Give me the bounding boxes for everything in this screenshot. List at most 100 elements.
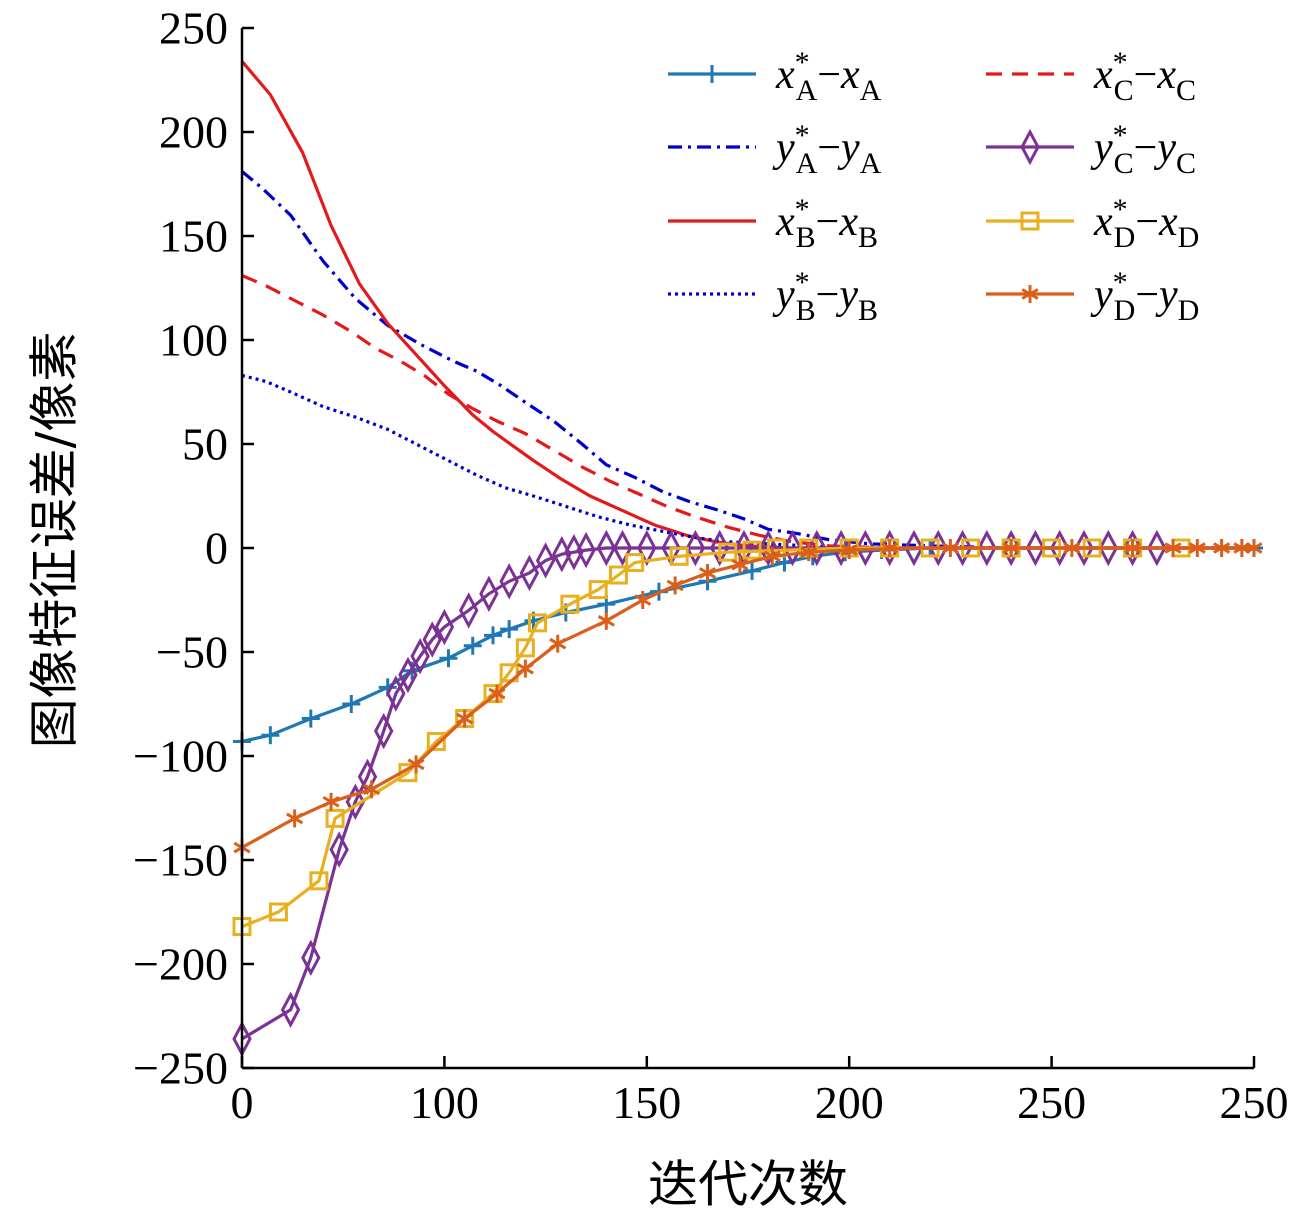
asterisk-marker <box>1188 539 1206 557</box>
diamond-marker <box>904 529 924 567</box>
asterisk-marker <box>286 809 304 828</box>
y-tick-label: −50 <box>156 627 228 678</box>
legend-entry: y* C−yC <box>986 119 1196 180</box>
square-marker <box>560 594 580 614</box>
diamond-marker <box>596 529 617 567</box>
asterisk-marker <box>800 543 818 562</box>
square-marker <box>625 553 645 573</box>
diamond-marker <box>831 529 851 567</box>
diamond-marker <box>535 542 556 579</box>
asterisk-marker <box>731 555 749 574</box>
diamond-marker <box>1122 529 1143 567</box>
plus-marker <box>463 636 482 655</box>
asterisk-marker <box>698 563 717 582</box>
square-marker <box>483 684 503 704</box>
diamond-marker <box>410 637 430 675</box>
diamond-marker <box>1020 128 1040 166</box>
diamond-marker <box>458 592 479 629</box>
legend-label: x* B−xB <box>775 193 878 254</box>
x-tick-label: 0 <box>231 1077 254 1128</box>
x-tick-label: 250 <box>1220 1077 1289 1128</box>
y-tick-label: −100 <box>133 731 228 782</box>
legend-entry: y* B−yB <box>668 266 878 327</box>
asterisk-marker <box>1164 539 1182 557</box>
asterisk-marker <box>881 539 899 557</box>
y-tick-label: 100 <box>159 315 228 366</box>
square-marker <box>325 808 345 828</box>
y-tick-label: 150 <box>159 211 228 262</box>
x-tick-label: 200 <box>815 1077 884 1128</box>
legend-entry: y* D−yD <box>986 266 1199 327</box>
diamond-marker <box>373 712 394 750</box>
legend-entry: x* C−xC <box>986 46 1196 107</box>
series-line <box>241 546 1254 1041</box>
square-marker <box>268 902 288 922</box>
x-tick-label: 100 <box>410 1077 479 1128</box>
plus-marker <box>743 561 762 580</box>
asterisk-marker <box>1002 539 1020 557</box>
diamond-marker <box>499 563 519 600</box>
square-marker <box>742 540 762 560</box>
legend-label: y* C−yC <box>1090 119 1196 180</box>
legend-label: y* B−yB <box>772 266 878 327</box>
square-marker <box>309 871 329 891</box>
asterisk-marker <box>549 634 567 653</box>
y-tick-label: 0 <box>205 523 228 574</box>
diamond-marker <box>1001 529 1021 567</box>
diamond-marker <box>855 529 876 567</box>
diamond-marker <box>685 529 706 567</box>
diamond-marker <box>807 529 827 567</box>
diamond-marker <box>301 939 321 976</box>
diamond-marker <box>519 554 540 592</box>
asterisk-marker <box>322 792 340 811</box>
series-line <box>241 546 1254 929</box>
square-marker <box>608 565 628 585</box>
legend-entry: x* B−xB <box>668 193 878 254</box>
asterisk-marker <box>407 755 425 774</box>
asterisk-marker <box>456 709 474 728</box>
series-6 <box>232 529 1254 1058</box>
x-tick-label: 250 <box>1017 1077 1086 1128</box>
asterisk-marker <box>516 659 534 678</box>
diamond-marker <box>329 831 349 868</box>
x-axis-title: 迭代次数 <box>648 1156 848 1214</box>
plus-marker <box>301 709 320 728</box>
diamond-marker <box>422 621 442 658</box>
diamond-marker <box>782 529 803 567</box>
asterisk-marker <box>597 611 615 630</box>
diamond-marker <box>758 529 778 567</box>
plus-marker <box>342 695 361 713</box>
series-4 <box>241 373 1254 550</box>
diamond-marker <box>1025 529 1046 567</box>
asterisk-marker <box>763 547 781 566</box>
asterisk-marker <box>840 541 858 560</box>
diamond-marker <box>576 531 596 569</box>
diamond-marker <box>637 529 657 567</box>
diamond-marker <box>479 575 499 612</box>
square-marker <box>515 638 535 658</box>
y-tick-label: −200 <box>133 939 228 990</box>
legend-label: x* A−xA <box>775 46 882 107</box>
y-tick-label: 200 <box>159 107 228 158</box>
legend-label: y* A−yA <box>772 119 882 180</box>
legend-label: y* D−yD <box>1090 266 1199 327</box>
diamond-marker <box>386 675 406 712</box>
diamond-marker <box>1098 529 1118 567</box>
plus-marker <box>703 65 721 83</box>
x-tick-label: 150 <box>612 1077 681 1128</box>
diamond-marker <box>977 529 997 567</box>
legend-entry: x* A−xA <box>668 46 882 107</box>
square-marker <box>588 580 608 600</box>
y-tick-label: −250 <box>133 1043 228 1094</box>
diamond-marker <box>280 991 301 1028</box>
diamond-marker <box>434 608 455 646</box>
series-line <box>241 546 1254 743</box>
y-tick-label: 50 <box>182 419 228 470</box>
asterisk-marker <box>634 591 652 609</box>
y-axis-title: 图像特征误差/像素 <box>26 332 84 749</box>
legend-label: x* C−xC <box>1093 46 1196 107</box>
diamond-marker <box>398 656 418 694</box>
asterisk-marker <box>941 539 959 557</box>
y-tick-label: 250 <box>159 3 228 54</box>
diamond-marker <box>612 529 633 567</box>
